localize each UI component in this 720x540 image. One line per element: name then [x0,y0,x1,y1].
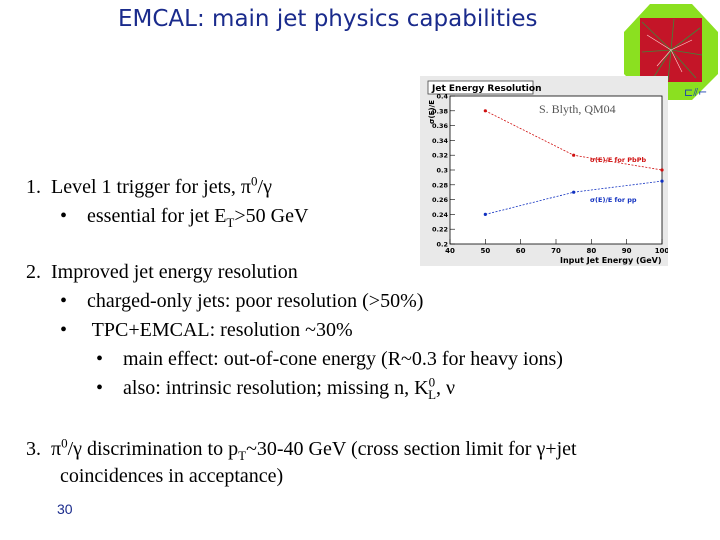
bullet: • [96,377,104,399]
slide-title: EMCAL: main jet physics capabilities [118,6,538,32]
sub-text: charged-only jets: poor resolution (>50%… [87,290,424,312]
svg-text:⊏⫽⌐: ⊏⫽⌐ [684,86,707,99]
point-text: ~30-40 GeV (cross section limit for γ+je… [246,438,577,460]
point-2-sub-1: • charged-only jets: poor resolution (>5… [60,289,423,313]
y-tick-label: 0.2 [436,241,448,249]
sub-text: essential for jet E [87,205,227,227]
point-3: 3. π0/γ discrimination to pT~30-40 GeV (… [26,435,577,463]
x-axis-label: Input Jet Energy (GeV) [560,256,661,265]
point-3-line-2: coincidences in acceptance) [60,465,284,487]
point-2-sub-2a: • main effect: out-of-cone energy (R~0.3… [96,347,563,371]
bullet: • [60,319,68,341]
sub-text: also: intrinsic resolution; missing n, K [123,377,429,399]
point-2-sub-2b: • also: intrinsic resolution; missing n,… [96,374,456,402]
y-tick-label: 0.3 [436,167,448,175]
sub-text: TPC+EMCAL: resolution ~30% [91,319,353,341]
y-tick-label: 0.38 [432,107,449,115]
point-number: 1. [26,176,41,198]
point-2-sub-2: • TPC+EMCAL: resolution ~30% [60,318,353,342]
chart-title: Jet Energy Resolution [431,84,541,94]
series-legend-label: σ(E)/E for PbPb [590,156,646,164]
bullet: • [60,205,68,227]
sub-text: >50 GeV [234,205,309,227]
sub-text: , ν [436,377,456,399]
data-point [572,190,576,194]
y-tick-label: 0.36 [432,122,449,130]
sub-text: main effect: out-of-cone energy (R~0.3 f… [123,348,563,370]
data-point [660,179,664,183]
data-point [483,212,487,216]
point-text: Improved jet energy resolution [51,261,298,283]
series-legend-label: σ(E)/E for pp [590,196,637,204]
x-tick-label: 40 [445,247,455,255]
superscript: 0 [428,374,436,390]
bullet: • [96,348,104,370]
data-point [483,109,487,113]
y-tick-label: 0.4 [436,93,448,101]
point-number: 3. [26,438,41,460]
x-tick-label: 100 [655,247,668,255]
x-tick-label: 90 [622,247,632,255]
superscript: 0 [251,173,258,189]
point-1-sub: • essential for jet ET>50 GeV [60,204,309,230]
x-tick-label: 70 [551,247,561,255]
subscript: L [428,387,437,402]
plot-credit: S. Blyth, QM04 [539,102,616,116]
y-tick-label: 0.32 [432,152,448,160]
y-tick-label: 0.34 [432,137,449,145]
y-tick-label: 0.24 [432,211,449,219]
bullet: • [60,290,68,312]
y-tick-label: 0.26 [432,196,449,204]
data-point [660,168,664,172]
page-number: 30 [57,501,73,517]
data-point [572,153,576,157]
y-tick-label: 0.22 [432,226,448,234]
point-1: 1. Level 1 trigger for jets, π0/γ [26,173,272,199]
point-2: 2. Improved jet energy resolution [26,260,298,284]
subscript: T [238,448,247,463]
superscript: 0 [61,435,68,451]
point-text: /γ [257,176,272,198]
point-text: Level 1 trigger for jets, π [51,176,252,198]
x-tick-label: 80 [586,247,596,255]
x-tick-label: 50 [480,247,490,255]
point-text: π [51,438,62,460]
y-axis-label: σ(E)/E [428,100,436,124]
subscript: T [226,215,235,230]
jet-energy-resolution-chart: Jet Energy Resolution 0.2 0.22 0.24 0.26 0.2… [420,76,668,266]
y-tick-label: 0.28 [432,181,449,189]
point-text: /γ discrimination to p [67,438,239,460]
x-tick-label: 60 [516,247,526,255]
point-number: 2. [26,261,41,283]
